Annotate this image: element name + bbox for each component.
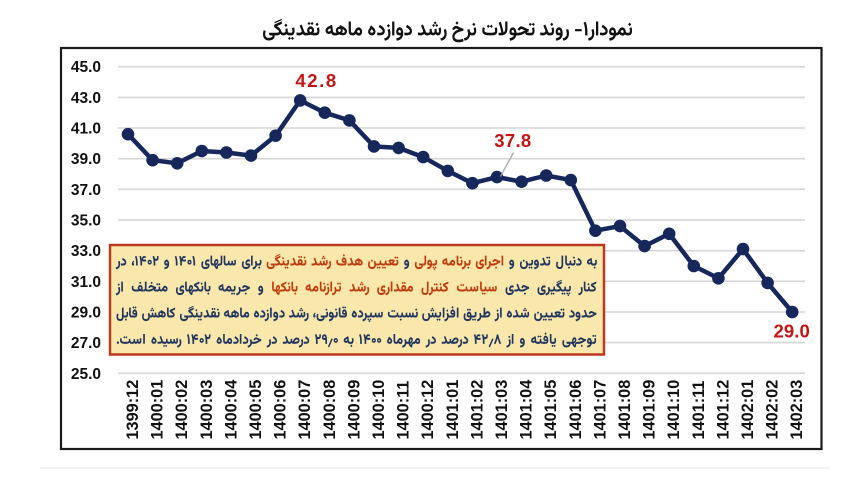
svg-text:1401:12: 1401:12 — [714, 380, 732, 440]
svg-text:1401:10: 1401:10 — [665, 380, 683, 440]
svg-text:1400:12: 1400:12 — [419, 380, 437, 440]
svg-text:1402:01: 1402:01 — [739, 380, 757, 440]
svg-text:25.0: 25.0 — [71, 366, 101, 383]
svg-text:29.0: 29.0 — [773, 321, 809, 342]
svg-text:1401:01: 1401:01 — [444, 380, 462, 440]
svg-text:1401:11: 1401:11 — [690, 381, 708, 440]
svg-text:35.0: 35.0 — [71, 213, 101, 230]
svg-text:1400:01: 1400:01 — [149, 380, 167, 440]
svg-text:1400:05: 1400:05 — [247, 380, 265, 440]
svg-text:1400:06: 1400:06 — [272, 380, 290, 440]
svg-text:42.8: 42.8 — [295, 70, 337, 91]
svg-text:1401:07: 1401:07 — [591, 380, 609, 440]
svg-text:37.0: 37.0 — [71, 182, 101, 199]
svg-text:1400:09: 1400:09 — [345, 380, 363, 440]
svg-text:1399:12: 1399:12 — [124, 380, 142, 440]
svg-text:1400:03: 1400:03 — [198, 380, 216, 440]
svg-text:1400:02: 1400:02 — [173, 380, 191, 440]
svg-text:27.0: 27.0 — [71, 335, 101, 352]
svg-text:31.0: 31.0 — [71, 274, 101, 291]
svg-text:1401:09: 1401:09 — [641, 380, 659, 440]
svg-text:1400:04: 1400:04 — [222, 380, 240, 440]
svg-text:1401:08: 1401:08 — [616, 380, 634, 440]
svg-text:45.0: 45.0 — [71, 59, 101, 76]
svg-text:1401:04: 1401:04 — [518, 380, 536, 440]
svg-text:1400:11: 1400:11 — [395, 381, 413, 440]
svg-text:1402:03: 1402:03 — [788, 380, 806, 440]
svg-text:29.0: 29.0 — [71, 305, 101, 322]
svg-text:1402:02: 1402:02 — [764, 380, 782, 440]
svg-text:1401:05: 1401:05 — [542, 380, 560, 440]
svg-text:37.8: 37.8 — [494, 130, 531, 151]
svg-text:1401:02: 1401:02 — [468, 380, 486, 440]
svg-text:1400:07: 1400:07 — [296, 380, 314, 440]
svg-text:33.0: 33.0 — [71, 243, 101, 260]
svg-text:1400:08: 1400:08 — [321, 380, 339, 440]
svg-text:41.0: 41.0 — [71, 121, 101, 138]
svg-text:1400:10: 1400:10 — [370, 380, 388, 440]
svg-text:39.0: 39.0 — [71, 151, 101, 168]
svg-text:43.0: 43.0 — [71, 90, 101, 107]
svg-text:1401:03: 1401:03 — [493, 380, 511, 440]
svg-text:1401:06: 1401:06 — [567, 380, 585, 440]
